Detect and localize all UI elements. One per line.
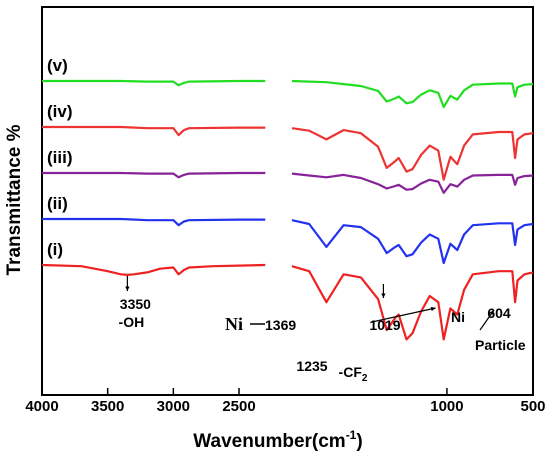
annotation-label: Ni (225, 314, 243, 334)
series-label-layer: (v) (iv) (iii) (ii) (i) (47, 56, 73, 259)
annotation-label: 1369 (265, 317, 296, 333)
series-line (291, 127, 534, 181)
x-tick-label: 3500 (91, 398, 124, 415)
annotation-label: -OH (119, 314, 145, 330)
series-line (42, 125, 266, 137)
annotation-label: 1019 (369, 317, 400, 333)
series-line (41, 263, 266, 276)
x-axis: 4000 3500 3000 2500 1000 500 (25, 388, 546, 415)
annotation-arrowhead (430, 306, 436, 312)
series-line (291, 219, 534, 265)
series-line (42, 79, 266, 87)
series-label: (iv) (47, 102, 73, 121)
annotation-layer: 3350 -OH Ni 1369 1235 1019 -CF2 Ni 604 Particle (119, 276, 526, 384)
series-line (291, 172, 534, 194)
series-line (291, 79, 534, 109)
series-label: (i) (47, 240, 63, 259)
series-layer (41, 79, 534, 341)
plot-frame (41, 6, 534, 396)
x-tick-label: 2500 (222, 398, 255, 415)
annotation-label: -CF2 (339, 364, 368, 384)
annotation-label: Particle (475, 337, 526, 353)
annotation-label: 3350 (120, 296, 151, 312)
annotation-label: 1235 (296, 358, 327, 374)
annotation-label: Ni (451, 309, 465, 325)
x-tick-label: 3000 (157, 398, 190, 415)
series-label: (ii) (47, 194, 68, 213)
x-tick-label: 4000 (25, 398, 58, 415)
x-axis-title: Wavenumber(cm-1) (193, 428, 362, 452)
series-label: (v) (47, 56, 68, 75)
annotation-arrowhead (381, 293, 386, 298)
annotation-arrowhead (489, 310, 494, 315)
x-tick-label: 1000 (430, 398, 463, 415)
series-line (42, 171, 266, 179)
annotation-arrow (371, 307, 436, 323)
series-label: (iii) (47, 148, 73, 167)
series-line (42, 217, 266, 227)
x-tick-label: 500 (520, 398, 545, 415)
annotation-label: 604 (487, 305, 511, 321)
annotation-arrowhead (125, 286, 130, 291)
series-line (291, 265, 534, 341)
y-axis-title: Transmittance % (4, 124, 25, 275)
